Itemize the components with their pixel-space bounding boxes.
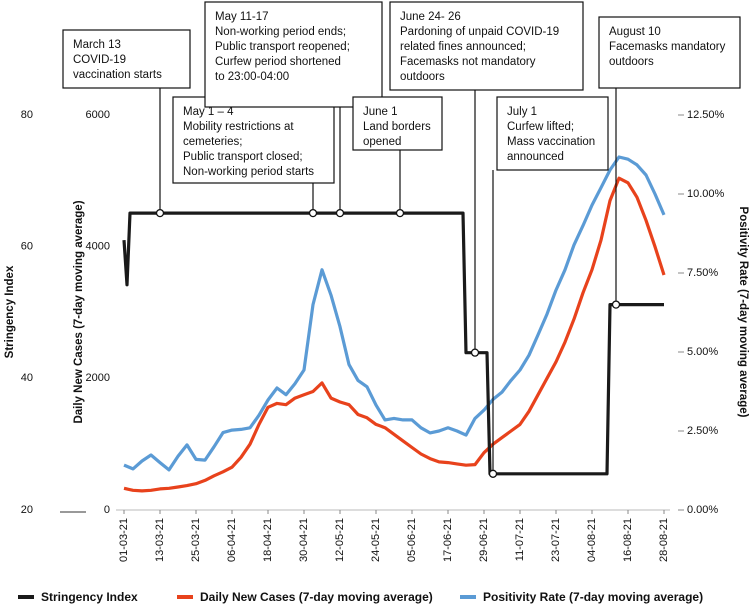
x-tick-label: 16-08-21 [622,518,634,562]
y3-tick-label: 12.50% [687,109,725,121]
annotation-text: opened [363,136,401,148]
annotation-text: Facemasks not mandatory [400,56,536,68]
y2-tick-label: 6000 [86,109,110,121]
x-tick-label: 12-05-21 [334,518,346,562]
y3-axis-label: Positivity Rate (7-day moving average) [737,207,749,418]
annotation-text: Land borders [363,121,431,133]
x-tick-label: 05-06-21 [406,518,418,562]
event-marker [155,208,165,218]
event-marker [488,469,498,478]
y2-tick-label: 0 [104,504,110,516]
x-tick-label: 29-06-21 [478,518,490,562]
annotation-box [496,96,609,171]
annotation-text: May 11-17 [215,11,268,23]
y3-tick-label: 2.50% [687,425,718,437]
annotation-text: COVID-19 [73,54,126,66]
y3-tick-label: 0.00% [687,504,718,516]
event-marker [611,300,621,309]
annotation-text: vaccination starts [73,69,162,81]
y-tick-label: 40 [21,372,33,384]
legend-label: Positivity Rate (7-day moving average) [483,590,703,604]
line-y3 [123,155,666,472]
annotation-text: outdoors [609,56,654,68]
x-tick-label: 11-07-21 [514,518,526,561]
legend-label: Daily New Cases (7-day moving average) [200,590,433,604]
annotation-text: Curfew period shortened [215,56,341,68]
y3-tick-label: 7.50% [687,267,718,279]
annotation-box [352,96,443,151]
x-tick-label: 23-07-21 [550,518,562,562]
annotation-box [204,1,383,108]
x-tick-label: 25-03-21 [190,518,202,562]
annotation-text: outdoors [400,71,445,83]
y2-tick-label: 4000 [86,241,110,253]
annotation-text: Facemasks mandatory [609,41,726,53]
annotation-text: Mass vaccination [507,136,595,148]
event-marker [470,348,480,357]
legend-label: Stringency Index [41,590,138,604]
y-tick-label: 20 [21,504,33,516]
y2-axis-label: Daily New Cases (7-day moving average) [73,200,85,423]
annotation-text: Curfew lifted; [507,121,574,133]
annotation-box [389,1,584,91]
annotation-text: March 13 [73,39,121,51]
annotation-text: Pardoning of unpaid COVID-19 [400,26,559,38]
annotation-text: Public transport reopened; [215,41,350,53]
annotation-text: cemeteries; [183,136,242,148]
x-tick-label: 06-04-21 [226,518,238,562]
annotation-text: July 1 [507,106,537,118]
event-marker [335,208,345,218]
x-tick-label: 30-04-21 [298,518,310,562]
annotation-text: Public transport closed; [183,151,303,163]
annotation-text: to 23:00-04:00 [215,71,289,83]
annotation-text: June 1 [363,106,398,118]
annotation-text: August 10 [609,26,661,38]
event-marker [308,208,318,218]
x-tick-label: 01-03-21 [118,518,130,562]
x-tick-label: 17-06-21 [442,518,454,562]
y-tick-label: 60 [21,241,33,253]
y3-tick-label: 5.00% [687,346,718,358]
x-tick-label: 04-08-21 [586,518,598,562]
annotation-text: Non-working period ends; [215,26,346,38]
annotation-text: related fines announced; [400,41,526,53]
x-tick-label: 13-03-21 [154,518,166,562]
y2-tick-label: 2000 [86,372,110,384]
annotation-text: Non-working period starts [183,166,314,178]
event-marker [395,208,405,218]
annotation-text: Mobility restrictions at [183,121,294,133]
y-axis-label: Stringency Index [4,265,16,358]
x-tick-label: 24-05-21 [370,518,382,562]
x-tick-label: 18-04-21 [262,518,274,562]
x-tick-label: 28-08-21 [658,518,670,562]
y3-tick-label: 10.00% [687,188,725,200]
line-y2 [123,176,666,493]
y-tick-label: 80 [21,109,33,121]
annotation-text: announced [507,151,564,163]
annotation-box [598,16,741,89]
annotation-text: June 24- 26 [400,11,461,23]
annotation-box [172,96,335,184]
annotation-box [62,29,191,89]
annotation-text: May 1 – 4 [183,106,234,118]
